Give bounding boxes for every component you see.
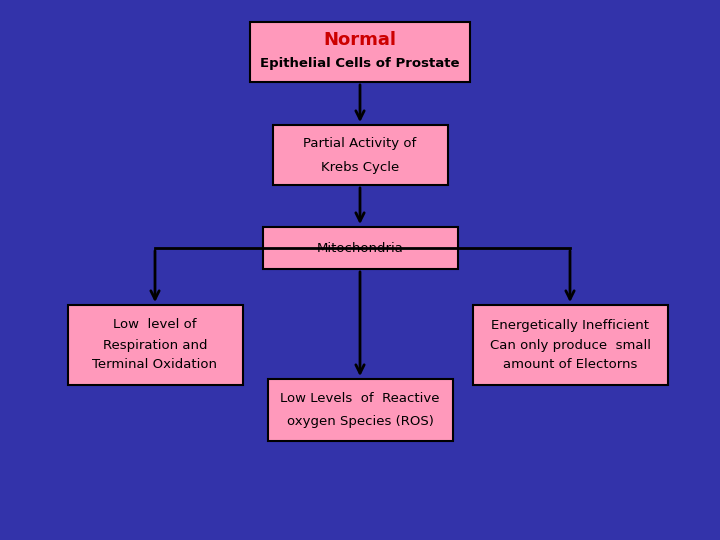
- FancyBboxPatch shape: [472, 305, 667, 385]
- Text: Terminal Oxidation: Terminal Oxidation: [92, 359, 217, 372]
- Text: Low Levels  of  Reactive: Low Levels of Reactive: [280, 392, 440, 404]
- FancyBboxPatch shape: [250, 22, 470, 82]
- Text: Normal: Normal: [323, 31, 397, 49]
- Text: oxygen Species (ROS): oxygen Species (ROS): [287, 415, 433, 429]
- Text: Respiration and: Respiration and: [103, 339, 207, 352]
- Text: Mitochondria: Mitochondria: [317, 241, 403, 254]
- FancyBboxPatch shape: [272, 125, 448, 185]
- FancyBboxPatch shape: [268, 379, 452, 441]
- Text: Partial Activity of: Partial Activity of: [303, 137, 417, 150]
- Text: Energetically Inefficient: Energetically Inefficient: [491, 319, 649, 332]
- Text: amount of Electorns: amount of Electorns: [503, 359, 637, 372]
- FancyBboxPatch shape: [263, 227, 457, 269]
- Text: Low  level of: Low level of: [113, 319, 197, 332]
- Text: Krebs Cycle: Krebs Cycle: [321, 160, 399, 173]
- Text: Epithelial Cells of Prostate: Epithelial Cells of Prostate: [260, 57, 460, 71]
- FancyBboxPatch shape: [68, 305, 243, 385]
- Text: Can only produce  small: Can only produce small: [490, 339, 650, 352]
